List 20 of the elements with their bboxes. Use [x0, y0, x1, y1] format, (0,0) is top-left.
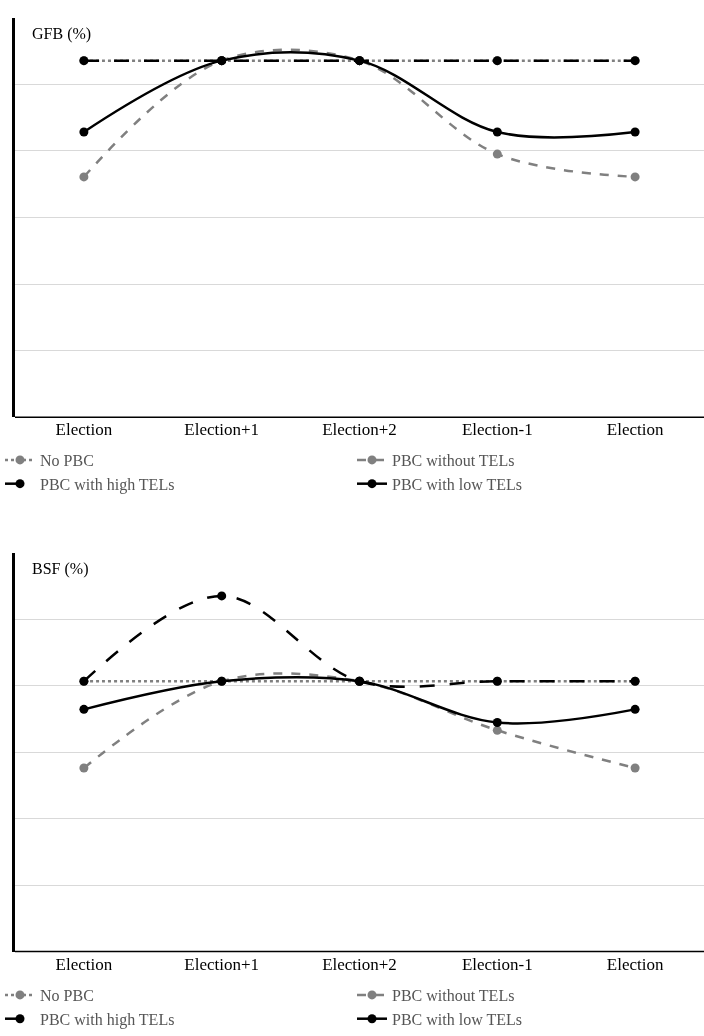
- y-axis-title: GFB (%): [32, 25, 92, 43]
- legend-label: PBC with high TELs: [40, 475, 175, 494]
- x-tick-label: Election: [55, 420, 113, 440]
- x-tick-label: Election+1: [184, 420, 260, 440]
- x-tick-label: Election: [606, 420, 664, 440]
- x-tick-label: Election+2: [322, 420, 397, 440]
- x-tick-label: Election-1: [461, 420, 533, 440]
- legend-label: No PBC: [40, 452, 94, 470]
- x-tick-label: Election: [606, 954, 664, 974]
- legend-label: PBC without TELs: [392, 987, 515, 1005]
- legend-label: PBC without TELs: [392, 452, 515, 470]
- legend-label: PBC with high TELs: [40, 1010, 175, 1029]
- legend-label: PBC with low TELs: [392, 475, 522, 493]
- x-tick-label: Election: [55, 954, 113, 974]
- x-tick-label: Election+2: [322, 954, 397, 974]
- legend-label: PBC with low TELs: [392, 1010, 522, 1028]
- x-tick-label: Election-1: [461, 954, 533, 974]
- x-tick-label: Election+1: [184, 954, 260, 974]
- legend-label: No PBC: [40, 987, 94, 1005]
- y-axis-title: BSF (%): [32, 560, 89, 578]
